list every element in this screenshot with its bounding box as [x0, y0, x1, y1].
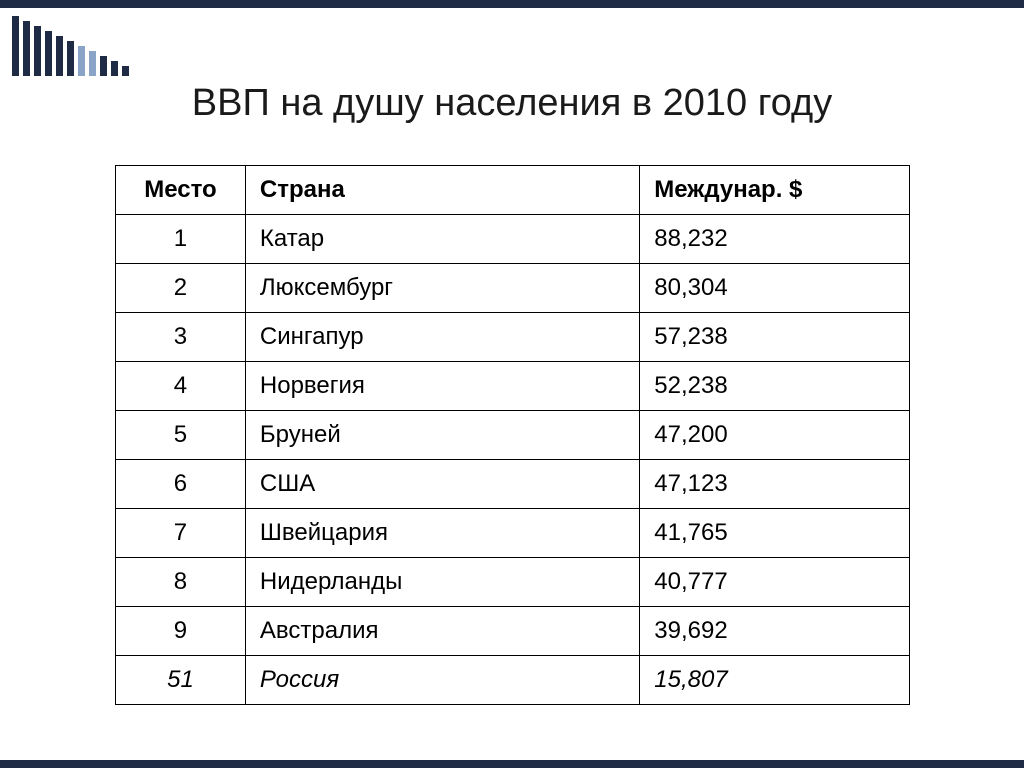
- table-row: 2Люксембург80,304: [116, 264, 910, 313]
- table-row: 5Бруней47,200: [116, 411, 910, 460]
- cell-rank: 6: [116, 460, 246, 509]
- cell-country: Катар: [245, 215, 639, 264]
- cell-rank: 1: [116, 215, 246, 264]
- page-title: ВВП на душу населения в 2010 году: [0, 82, 1024, 125]
- cell-country: Люксембург: [245, 264, 639, 313]
- cell-value: 80,304: [640, 264, 910, 313]
- cell-country: Швейцария: [245, 509, 639, 558]
- gdp-table: Место Страна Междунар. $ 1Катар88,2322Лю…: [115, 165, 910, 705]
- cell-country: Нидерланды: [245, 558, 639, 607]
- table-row: 9Австралия39,692: [116, 607, 910, 656]
- deco-bar: [100, 56, 107, 76]
- cell-rank: 3: [116, 313, 246, 362]
- cell-country: Норвегия: [245, 362, 639, 411]
- cell-value: 47,123: [640, 460, 910, 509]
- cell-rank: 9: [116, 607, 246, 656]
- col-header-value: Междунар. $: [640, 166, 910, 215]
- top-rule: [0, 0, 1024, 8]
- deco-bar: [122, 66, 129, 76]
- cell-value: 41,765: [640, 509, 910, 558]
- deco-bar: [23, 21, 30, 76]
- cell-value: 52,238: [640, 362, 910, 411]
- cell-value: 40,777: [640, 558, 910, 607]
- table-header-row: Место Страна Междунар. $: [116, 166, 910, 215]
- col-header-rank: Место: [116, 166, 246, 215]
- deco-bar: [12, 16, 19, 76]
- deco-bar: [78, 46, 85, 76]
- cell-rank: 4: [116, 362, 246, 411]
- cell-value: 15,807: [640, 656, 910, 705]
- cell-rank: 8: [116, 558, 246, 607]
- cell-value: 47,200: [640, 411, 910, 460]
- cell-country: Россия: [245, 656, 639, 705]
- bar-decoration: [12, 16, 129, 76]
- gdp-table-wrap: Место Страна Междунар. $ 1Катар88,2322Лю…: [115, 165, 910, 705]
- cell-country: США: [245, 460, 639, 509]
- cell-value: 57,238: [640, 313, 910, 362]
- cell-country: Австралия: [245, 607, 639, 656]
- table-row: 8Нидерланды40,777: [116, 558, 910, 607]
- table-row: 7Швейцария41,765: [116, 509, 910, 558]
- table-row: 3Сингапур57,238: [116, 313, 910, 362]
- table-row: 6США47,123: [116, 460, 910, 509]
- table-row: 1Катар88,232: [116, 215, 910, 264]
- cell-country: Сингапур: [245, 313, 639, 362]
- cell-rank: 51: [116, 656, 246, 705]
- cell-rank: 7: [116, 509, 246, 558]
- deco-bar: [89, 51, 96, 76]
- bottom-rule: [0, 760, 1024, 768]
- deco-bar: [56, 36, 63, 76]
- deco-bar: [111, 61, 118, 76]
- cell-value: 39,692: [640, 607, 910, 656]
- cell-country: Бруней: [245, 411, 639, 460]
- table-row: 51Россия15,807: [116, 656, 910, 705]
- deco-bar: [34, 26, 41, 76]
- cell-value: 88,232: [640, 215, 910, 264]
- deco-bar: [45, 31, 52, 76]
- deco-bar: [67, 41, 74, 76]
- table-row: 4Норвегия52,238: [116, 362, 910, 411]
- col-header-country: Страна: [245, 166, 639, 215]
- cell-rank: 2: [116, 264, 246, 313]
- cell-rank: 5: [116, 411, 246, 460]
